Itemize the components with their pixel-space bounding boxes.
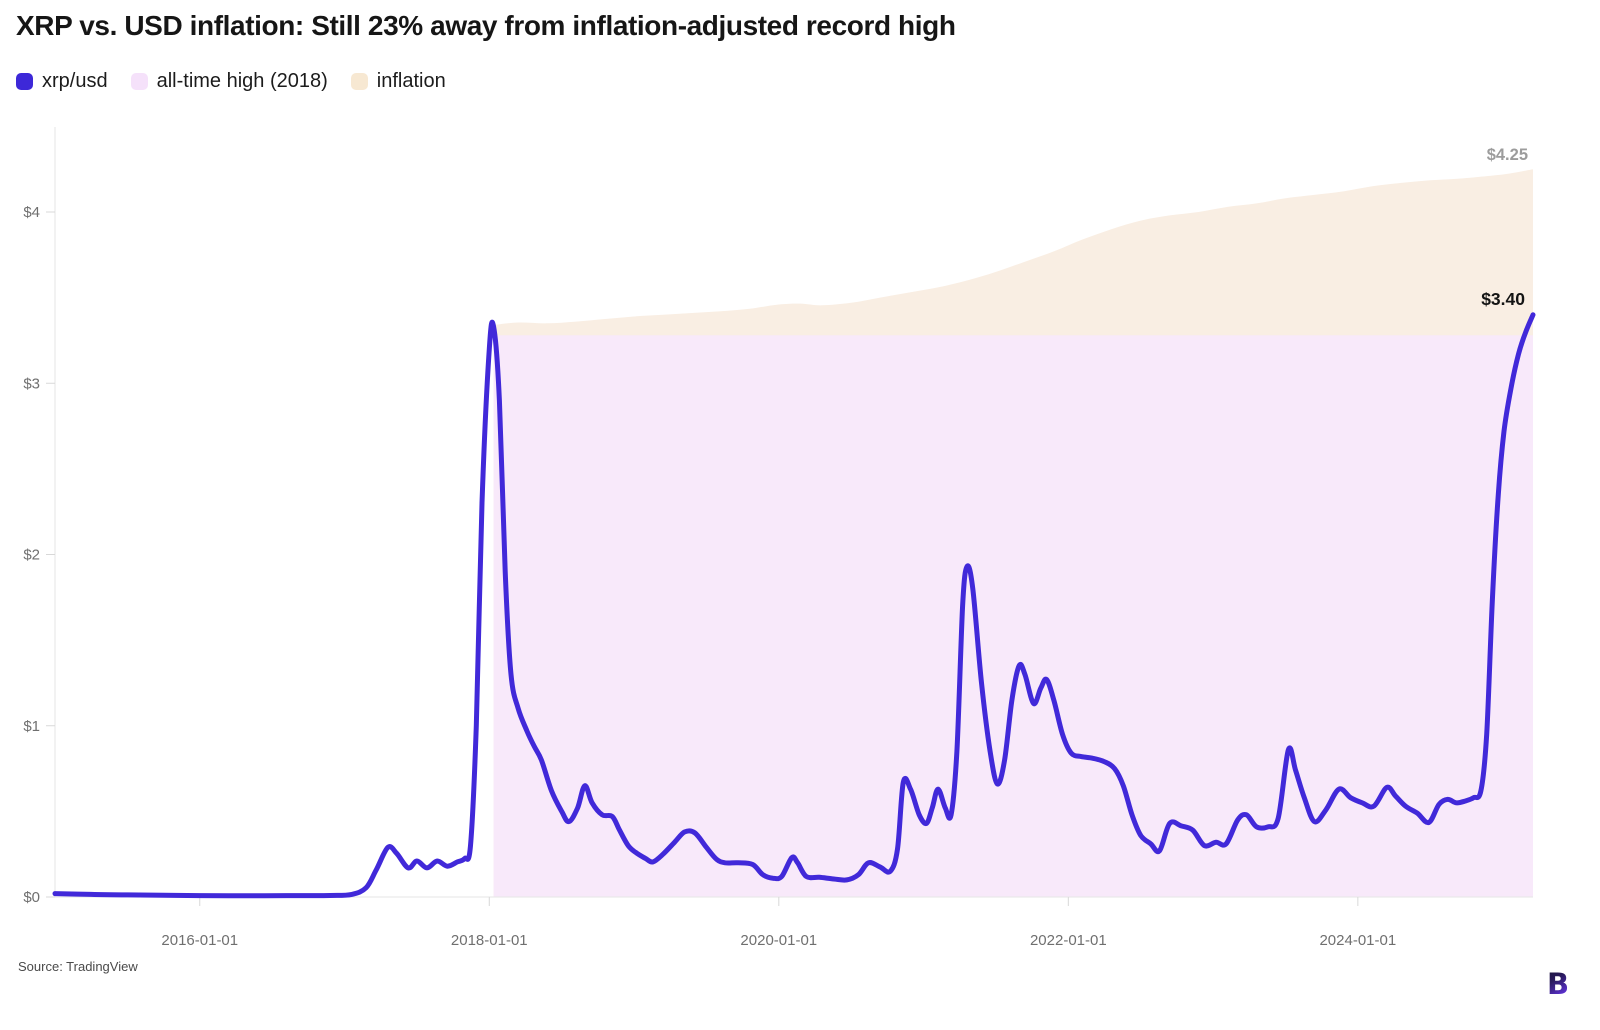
ath-area [493,335,1534,897]
x-tick-label: 2024-01-01 [1319,932,1396,949]
legend-label-inflation: inflation [376,70,446,92]
y-tick-label: $3 [23,375,40,392]
y-tick-label: $1 [23,718,40,735]
x-tick-label: 2016-01-01 [161,932,238,949]
annotation-current-price: $3.40 [1481,289,1525,309]
chart-title: XRP vs. USD inflation: Still 23% away fr… [16,10,956,41]
legend-swatch-xrp-usd-icon [16,73,33,90]
legend-label-all-time-high: all-time high (2018) [156,70,328,92]
y-tick-label: $4 [23,204,40,221]
legend: xrp/usd all-time high (2018) inflation [16,70,446,93]
legend-item-xrp-usd: xrp/usd [16,70,108,93]
annotation-inflation-value: $4.25 [1487,146,1528,164]
source-credit: Source: TradingView [18,959,138,974]
legend-label-xrp-usd: xrp/usd [42,70,108,92]
legend-swatch-all-time-high-icon [130,73,148,90]
x-tick-label: 2020-01-01 [740,932,817,949]
x-tick-label: 2018-01-01 [451,932,528,949]
xrp-line [52,312,1536,899]
legend-item-inflation: inflation [350,70,446,93]
y-tick-label: $2 [23,547,40,564]
x-tick-label: 2022-01-01 [1030,932,1107,949]
brand-logo-letter: B [1547,967,1569,1000]
brand-logo: B [1547,967,1569,1000]
y-tick-label: $0 [23,889,40,906]
legend-item-all-time-high: all-time high (2018) [130,70,328,93]
legend-swatch-inflation-icon [350,73,368,90]
